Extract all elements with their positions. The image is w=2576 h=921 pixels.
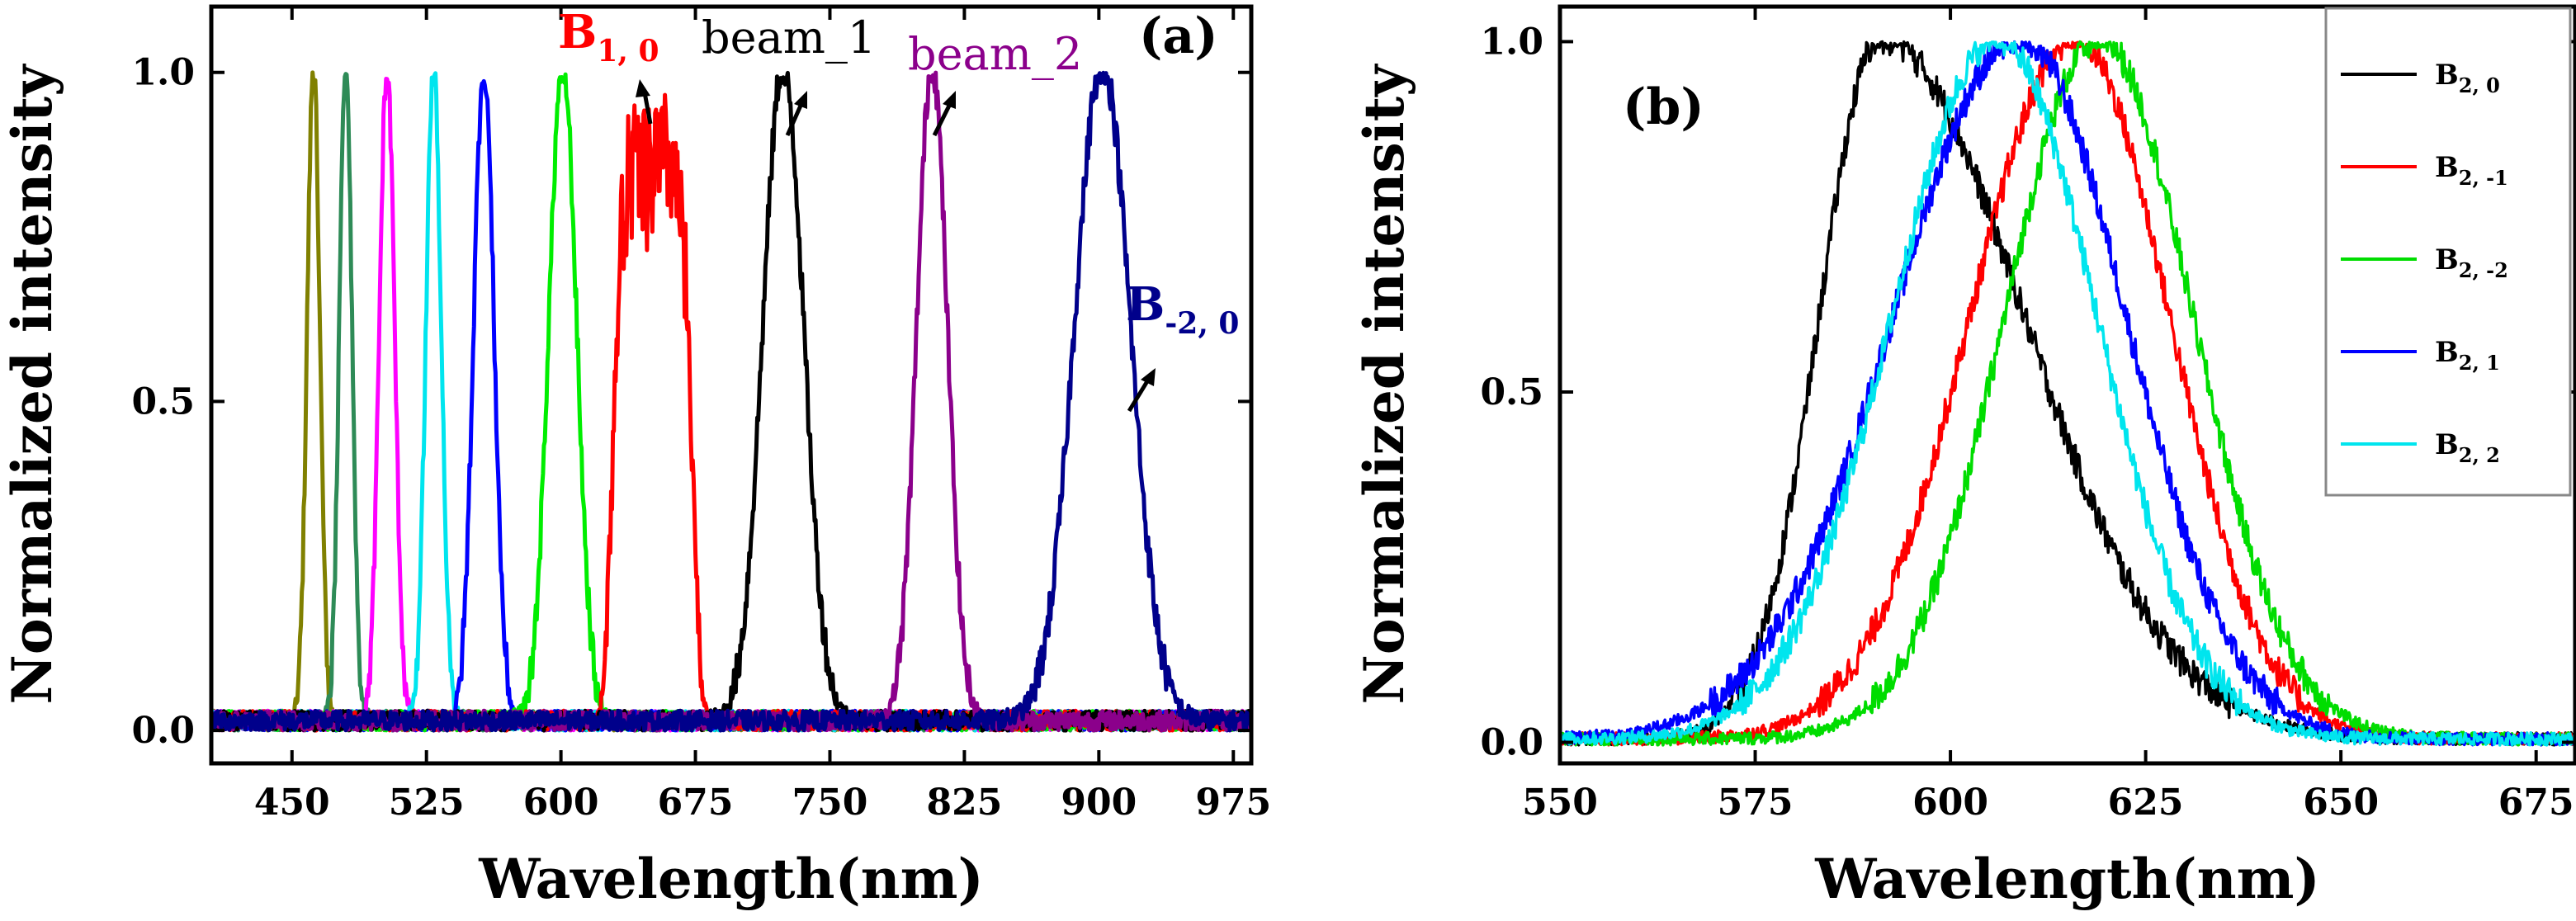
annotation-b-minus2-0: B-2, 0 <box>1126 277 1239 341</box>
series-line-a-5 <box>209 72 1254 733</box>
series-line-a-4 <box>209 78 1254 733</box>
panel-a-xlabel: Wavelength(nm) <box>478 847 983 911</box>
panel-a-plot-frame <box>209 4 1254 766</box>
x-tick-label: 550 <box>1522 782 1598 824</box>
annotation-beam-2: beam_2 <box>908 28 1082 80</box>
x-tick-label: 575 <box>1718 782 1794 824</box>
x-tick-label: 975 <box>1195 782 1271 824</box>
series-line-a-9 <box>209 70 1254 733</box>
x-tick-label: 600 <box>1912 782 1988 824</box>
x-tick-label: 825 <box>926 782 1002 824</box>
panel-a-series-group <box>209 70 1254 733</box>
arrow-beam-2 <box>932 91 956 137</box>
arrow-b-1-0 <box>636 79 653 125</box>
panel-b-series-group <box>1558 40 2576 747</box>
series-line-a-7 <box>209 70 1253 733</box>
panel-b-plot-frame <box>1557 4 2576 766</box>
arrow-beam-1 <box>785 91 807 137</box>
series-line-a-1 <box>209 72 1254 733</box>
x-tick-label: 650 <box>2303 782 2379 824</box>
x-tick-label: 675 <box>2498 782 2574 824</box>
x-tick-label: 625 <box>2108 782 2184 824</box>
legend-box <box>2324 7 2572 497</box>
panel-b-ylabel: Normalized intensity <box>1352 64 1416 705</box>
panel-a: 450 525 600 675 750 825 900 975 0.0 0.5 1.0 Wavele… <box>0 4 1271 911</box>
legend-label: B2, -1 <box>2435 151 2508 190</box>
y-tick-label: 0.5 <box>131 380 195 423</box>
y-tick-label: 1.0 <box>1480 21 1543 63</box>
legend-label: B2, -2 <box>2435 243 2508 282</box>
y-tick-label: 0.0 <box>1480 722 1543 764</box>
series-line-a-6 <box>210 92 1254 733</box>
panel-b-label: (b) <box>1623 78 1704 136</box>
arrow-b-minus2-0 <box>1127 368 1156 413</box>
x-tick-label: 675 <box>658 782 734 824</box>
annotation-b-1-0: B1, 0 <box>558 5 659 68</box>
panel-a-ylabel: Normalized intensity <box>0 64 64 705</box>
panel-a-ticks: 450 525 600 675 750 825 900 975 0.0 0.5 1.0 <box>131 7 1271 824</box>
series-line-a-8 <box>209 70 1254 733</box>
panel-b-ticks: 550 575 600 625 650 675 0.0 0.5 1.0 <box>1480 7 2575 824</box>
legend: B2, 0 B2, -1 B2, -2 B2, 1 B2, 2 <box>2324 7 2572 497</box>
y-tick-label: 0.0 <box>131 710 195 752</box>
legend-label: B2, 1 <box>2435 336 2500 375</box>
panel-b: 550 575 600 625 650 675 0.0 0.5 1.0 Wavelength(n… <box>1352 4 2576 911</box>
legend-label: B2, 2 <box>2435 428 2500 467</box>
x-tick-label: 750 <box>792 782 868 824</box>
x-tick-label: 525 <box>389 782 465 824</box>
series-line-a-3 <box>209 71 1253 733</box>
series-line-a-2 <box>209 77 1254 733</box>
y-tick-label: 1.0 <box>131 52 195 94</box>
annotation-beam-1: beam_1 <box>702 12 876 64</box>
legend-label: B2, 0 <box>2435 59 2500 97</box>
x-tick-label: 900 <box>1061 782 1137 824</box>
series-line-a-0 <box>209 70 1254 733</box>
x-tick-label: 600 <box>523 782 599 824</box>
panel-a-label: (a) <box>1139 7 1218 65</box>
panel-b-xlabel: Wavelength(nm) <box>1814 847 2319 911</box>
y-tick-label: 0.5 <box>1480 371 1543 413</box>
series-line-b-4 <box>1558 40 2576 747</box>
x-tick-label: 450 <box>254 782 330 824</box>
